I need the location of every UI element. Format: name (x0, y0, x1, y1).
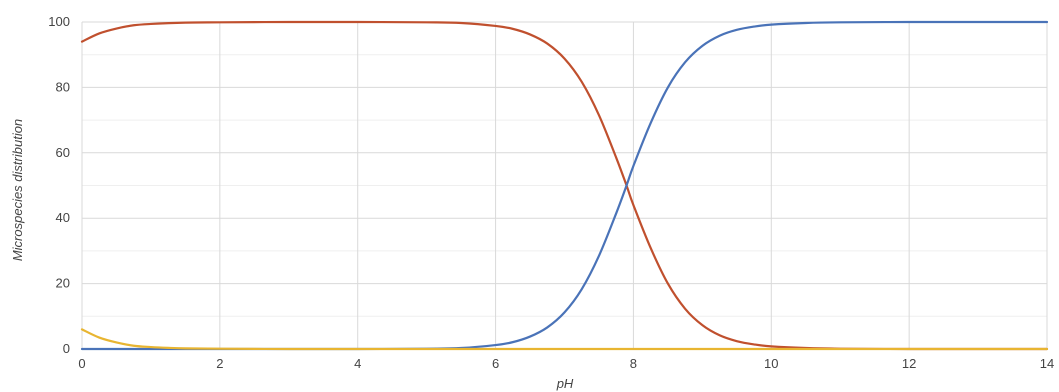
x-tick-label: 4 (354, 356, 361, 371)
x-tick-label: 10 (764, 356, 778, 371)
grid-layer (81, 21, 1048, 349)
y-tick-label: 60 (56, 145, 70, 160)
x-tick-label: 2 (216, 356, 223, 371)
y-tick-label: 40 (56, 210, 70, 225)
x-tick-label: 0 (78, 356, 85, 371)
x-axis-title: pH (556, 376, 574, 391)
y-tick-label: 100 (48, 14, 70, 29)
x-tick-label: 14 (1040, 356, 1054, 371)
x-tick-label: 12 (902, 356, 916, 371)
x-tick-label: 8 (630, 356, 637, 371)
y-tick-label: 0 (63, 341, 70, 356)
y-axis-title: Microspecies distribution (10, 119, 25, 261)
series-line-1 (80, 20, 1049, 351)
x-tick-label: 6 (492, 356, 499, 371)
series-layer (80, 20, 1049, 351)
label-layer: 0 20 40 60 80 100 0 2 4 6 8 10 12 14 (48, 14, 1054, 371)
y-tick-label: 20 (56, 276, 70, 291)
y-tick-label: 80 (56, 79, 70, 94)
series-line-3 (80, 328, 1049, 351)
